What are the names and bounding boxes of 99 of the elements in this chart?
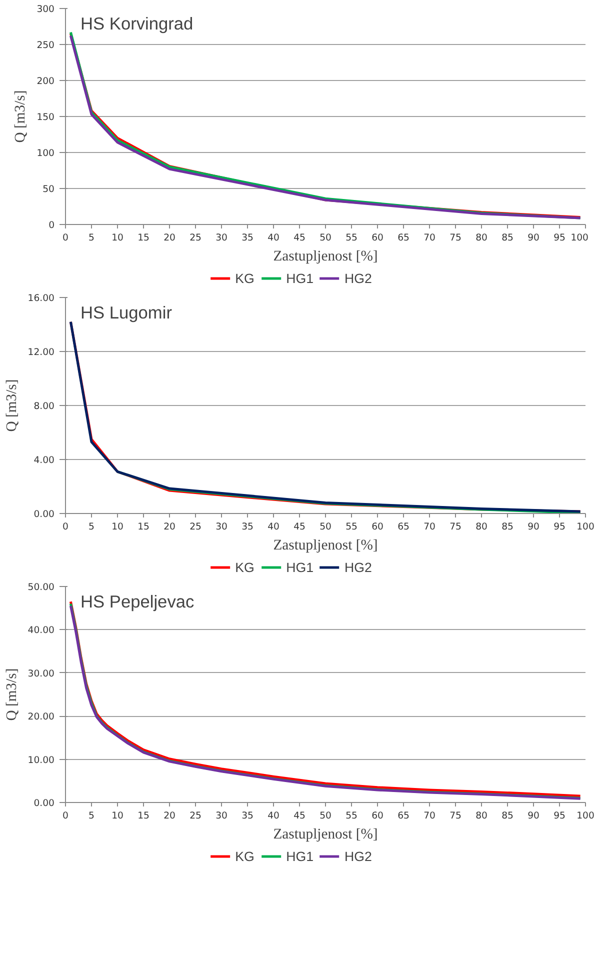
y-tick-label: 8.00: [34, 401, 55, 412]
x-tick-label: 90: [528, 810, 540, 822]
x-tick-label: 85: [502, 522, 514, 532]
x-tick-label: 45: [294, 522, 306, 532]
x-tick-label: 85: [502, 232, 514, 244]
legend-label: KG: [235, 270, 256, 286]
legend-label: KG: [235, 560, 256, 574]
x-tick-label: 20: [164, 810, 176, 822]
y-tick-label: 30.00: [28, 668, 55, 680]
x-tick-label: 10: [112, 810, 124, 822]
x-tick-label: 80: [476, 810, 488, 822]
chart-title: HS Korvingrad: [80, 14, 194, 34]
y-axis-title: Q [m3/s]: [4, 668, 20, 721]
x-tick-label: 30: [216, 522, 228, 532]
x-tick-label: 10: [112, 522, 124, 532]
y-tick-label: 50: [42, 184, 55, 195]
x-tick-label: 15: [138, 232, 150, 244]
x-tick-label: 60: [372, 232, 384, 244]
y-tick-label: 4.00: [34, 455, 55, 466]
x-tick-label: 35: [242, 522, 254, 532]
x-tick-label: 40: [268, 232, 280, 244]
y-tick-label: 12.00: [28, 347, 55, 358]
x-tick-label: 0: [62, 232, 69, 244]
legend-label: HG2: [344, 270, 372, 286]
x-tick-label: 100: [576, 810, 594, 822]
x-tick-label: 60: [372, 810, 384, 822]
chart-title: HS Lugomir: [80, 302, 172, 322]
chart-title: HS Pepeljevac: [80, 592, 194, 612]
x-tick-label: 100: [570, 232, 589, 244]
x-tick-label: 5: [88, 232, 95, 244]
x-axis-title: Zastupljenost [%]: [273, 538, 378, 554]
x-tick-label: 15: [138, 810, 150, 822]
x-tick-label: 65: [398, 232, 410, 244]
x-tick-label: 20: [164, 522, 176, 532]
x-tick-label: 35: [242, 232, 254, 244]
x-tick-label: 50: [320, 232, 332, 244]
x-tick-label: 0: [62, 810, 69, 822]
legend-label: KG: [235, 848, 256, 864]
y-tick-label: 10.00: [28, 754, 55, 766]
legend-label: HG1: [286, 270, 314, 286]
x-tick-label: 40: [268, 522, 280, 532]
y-tick-label: 20.00: [28, 712, 55, 723]
x-tick-label: 70: [424, 810, 436, 822]
x-tick-label: 75: [450, 522, 462, 532]
y-tick-label: 0.00: [34, 798, 55, 809]
x-tick-label: 25: [190, 810, 202, 822]
y-tick-label: 0.00: [34, 509, 55, 520]
y-tick-label: 150: [36, 112, 55, 123]
x-tick-label: 0: [62, 522, 69, 532]
x-tick-label: 5: [88, 522, 95, 532]
y-axis-title: Q [m3/s]: [4, 379, 20, 432]
x-tick-label: 10: [112, 232, 124, 244]
x-tick-label: 15: [138, 522, 150, 532]
y-tick-label: 50.00: [28, 582, 55, 593]
x-tick-label: 65: [398, 522, 410, 532]
x-tick-label: 75: [450, 810, 462, 822]
x-tick-label: 30: [216, 810, 228, 822]
x-tick-label: 55: [346, 522, 358, 532]
legend-label: HG1: [286, 560, 314, 574]
x-tick-label: 35: [242, 810, 254, 822]
y-tick-label: 100: [36, 148, 55, 159]
x-tick-label: 25: [190, 522, 202, 532]
x-axis-title: Zastupljenost [%]: [273, 826, 378, 842]
x-tick-label: 100: [576, 522, 594, 532]
x-tick-label: 95: [554, 810, 566, 822]
x-axis-title: Zastupljenost [%]: [273, 248, 378, 264]
x-tick-label: 55: [346, 810, 358, 822]
x-tick-label: 40: [268, 810, 280, 822]
x-tick-label: 45: [294, 232, 306, 244]
x-tick-label: 95: [554, 232, 566, 244]
x-tick-label: 30: [216, 232, 228, 244]
legend-label: HG2: [344, 560, 372, 574]
x-tick-label: 65: [398, 810, 410, 822]
x-tick-label: 50: [320, 810, 332, 822]
x-tick-label: 75: [450, 232, 462, 244]
x-tick-label: 85: [502, 810, 514, 822]
y-tick-label: 0: [48, 220, 55, 231]
x-tick-label: 5: [88, 810, 95, 822]
x-tick-label: 70: [424, 232, 436, 244]
x-tick-label: 70: [424, 522, 436, 532]
y-axis-title: Q [m3/s]: [12, 90, 29, 143]
y-tick-label: 200: [36, 76, 55, 87]
x-tick-label: 90: [528, 522, 540, 532]
x-tick-label: 55: [346, 232, 358, 244]
y-tick-label: 250: [36, 40, 55, 51]
legend-label: HG2: [344, 848, 372, 864]
x-tick-label: 45: [294, 810, 306, 822]
y-tick-label: 40.00: [28, 625, 55, 636]
x-tick-label: 80: [476, 522, 488, 532]
x-tick-label: 95: [554, 522, 566, 532]
legend-label: HG1: [286, 848, 314, 864]
x-tick-label: 80: [476, 232, 488, 244]
x-tick-label: 90: [528, 232, 540, 244]
x-tick-label: 25: [190, 232, 202, 244]
y-tick-label: 16.00: [28, 293, 55, 304]
x-tick-label: 60: [372, 522, 384, 532]
x-tick-label: 20: [164, 232, 176, 244]
y-tick-label: 300: [36, 4, 55, 15]
x-tick-label: 50: [320, 522, 332, 532]
